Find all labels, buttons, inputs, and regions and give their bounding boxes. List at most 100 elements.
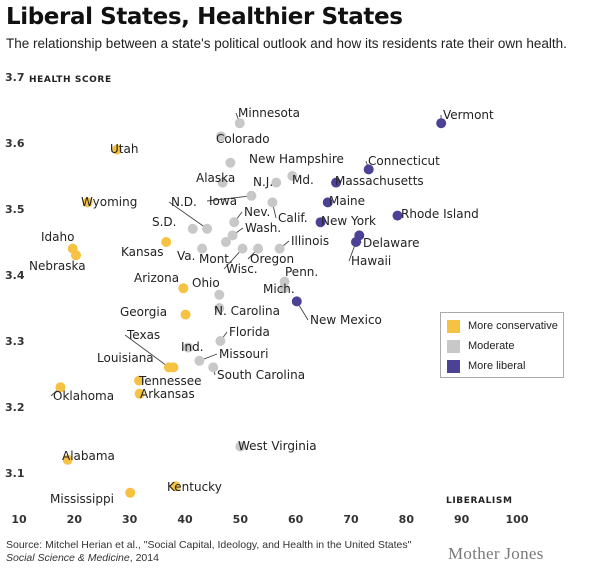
label-mississippi: Mississippi — [50, 492, 114, 506]
label-missouri: Missouri — [219, 347, 268, 361]
point-kentucky: Kentucky — [170, 481, 181, 492]
point-oklahoma: Oklahoma — [55, 382, 66, 393]
y-tick-label: 3.5 — [5, 203, 25, 216]
point-tennessee: Tennessee — [134, 375, 145, 386]
label-va: Va. — [177, 249, 195, 263]
label-idaho: Idaho — [41, 230, 74, 244]
leader-texas — [124, 334, 170, 368]
point-mont: Mont. — [220, 237, 231, 247]
label-delaware: Delaware — [363, 236, 420, 250]
label-kansas: Kansas — [121, 245, 163, 259]
label-wash: Wash. — [245, 221, 281, 235]
label-n-d: N.D. — [171, 195, 197, 209]
legend-item-conservative: More conservative — [447, 316, 558, 336]
label-hawaii: Hawaii — [351, 254, 391, 268]
point-alabama: Alabama — [62, 454, 73, 465]
point-arkansas: Arkansas — [134, 388, 145, 399]
legend-item-liberal: More liberal — [447, 356, 557, 376]
point-nev: Nev. — [229, 217, 240, 228]
point-colorado: Colorado — [215, 131, 226, 142]
point-ind: Ind. — [183, 342, 194, 353]
point-new-hampshire: New Hampshire — [225, 157, 236, 168]
point-missouri: Missouri — [194, 355, 205, 366]
point-wyoming: Wyoming — [82, 197, 93, 208]
label-alabama: Alabama — [62, 449, 115, 463]
legend-label-conservative: More conservative — [468, 320, 558, 332]
label-west-virginia: West Virginia — [238, 439, 317, 453]
y-tick-label: 3.7 — [5, 71, 25, 84]
y-tick-label: 3.6 — [5, 137, 25, 150]
legend-swatch-moderate — [447, 339, 460, 353]
point-florida: Florida — [215, 336, 226, 346]
source-note: Source: Mitchel Herian et al., "Social C… — [6, 539, 411, 565]
x-tick-label: 20 — [67, 513, 83, 526]
legend-label-moderate: Moderate — [468, 340, 515, 352]
point-arizona: Arizona — [178, 283, 189, 294]
legend-item-moderate: Moderate — [447, 336, 557, 356]
point-massachusetts: Massachusetts — [331, 177, 342, 188]
leader-n-d — [168, 201, 208, 230]
label-ohio: Ohio — [192, 276, 220, 290]
point-new-mexico: New Mexico — [291, 296, 302, 307]
label-south-carolina: South Carolina — [217, 368, 305, 382]
chart-title: Liberal States, Healthier States — [6, 4, 403, 30]
point-n-d: N.D. — [202, 223, 213, 234]
label-illinois: Illinois — [291, 234, 329, 248]
legend: More conservative Moderate More liberal — [440, 312, 564, 378]
x-tick-label: 50 — [233, 513, 249, 526]
point-vermont: Vermont — [436, 118, 447, 129]
point-nebraska: Nebraska — [70, 250, 81, 261]
label-nebraska: Nebraska — [29, 259, 86, 273]
mother-jones-logo: Mother Jones — [448, 544, 544, 563]
x-tick-label: 10 — [11, 513, 27, 526]
label-kentucky: Kentucky — [167, 480, 222, 494]
point-utah: Utah — [111, 144, 122, 155]
legend-swatch-liberal — [447, 359, 460, 373]
point-new-york: New York — [315, 217, 326, 228]
label-wyoming: Wyoming — [81, 195, 137, 209]
point-kansas: Kansas — [161, 237, 172, 247]
point-west-virginia: West Virginia — [235, 441, 246, 452]
point-minnesota: Minnesota — [234, 118, 245, 129]
label-arizona: Arizona — [134, 271, 179, 285]
x-tick-label: 60 — [288, 513, 304, 526]
point-georgia: Georgia — [180, 309, 191, 320]
label-connecticut: Connecticut — [368, 154, 440, 168]
point-s-d: S.D. — [187, 223, 198, 234]
label-alaska: Alaska — [196, 171, 235, 185]
point-hawaii: Hawaii — [350, 237, 361, 247]
x-tick-label: 40 — [177, 513, 193, 526]
label-ind: Ind. — [181, 340, 204, 354]
point-ohio: Ohio — [214, 289, 225, 300]
point-wash: Wash. — [227, 230, 238, 241]
label-iowa: Iowa — [209, 194, 237, 208]
point-louisiana: Louisiana — [168, 362, 179, 373]
label-georgia: Georgia — [120, 305, 167, 319]
point-mississippi: Mississippi — [125, 487, 136, 498]
point-illinois: Illinois — [274, 243, 285, 254]
legend-swatch-conservative — [447, 319, 460, 333]
label-layer: Minnesota Colorado New Hampshire Alaska N.J.… — [29, 106, 494, 506]
point-rhode-island: Rhode Island — [392, 210, 403, 221]
point-va: Va. — [197, 243, 208, 254]
point-maine: Maine — [322, 197, 333, 208]
y-tick-label: 3.2 — [5, 401, 25, 414]
point-south-carolina: South Carolina — [208, 362, 219, 373]
label-massachusetts: Massachusetts — [335, 174, 424, 188]
point-alaska: Alaska — [217, 177, 228, 188]
label-oklahoma: Oklahoma — [53, 389, 114, 403]
point-n-j: N.J. — [271, 177, 282, 188]
label-n-j: N.J. — [253, 175, 273, 189]
point-wisc: Wisc. — [237, 243, 248, 254]
x-tick-label: 90 — [454, 513, 470, 526]
label-new-york: New York — [321, 214, 376, 228]
y-tick-label: 3.1 — [5, 467, 25, 480]
label-new-hampshire: New Hampshire — [249, 152, 344, 166]
source-citation: Source: Mitchel Herian et al., "Social C… — [6, 539, 412, 551]
label-arkansas: Arkansas — [140, 387, 195, 401]
x-axis-title: LIBERALISM — [446, 496, 513, 506]
label-s-d: S.D. — [152, 215, 177, 229]
label-calif: Calif. — [278, 211, 308, 225]
source-journal-line: Social Science & Medicine, 2014 — [6, 552, 411, 565]
label-vermont: Vermont — [443, 108, 494, 122]
